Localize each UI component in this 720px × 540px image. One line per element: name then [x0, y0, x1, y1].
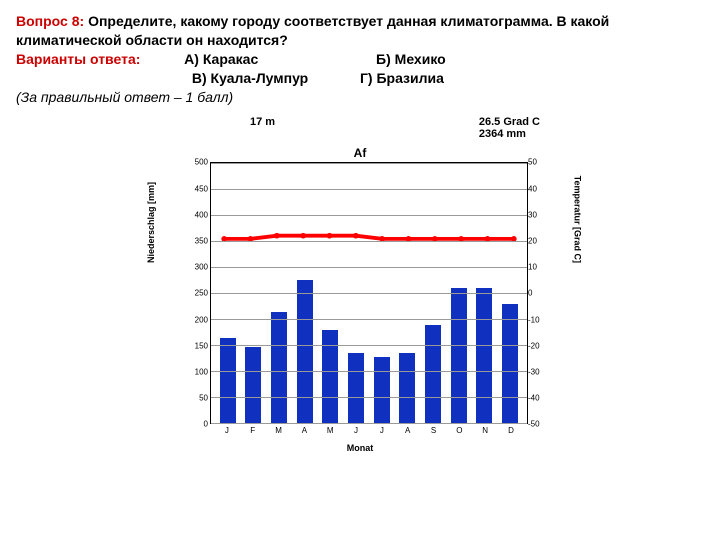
- question-block: Вопрос 8: Определите, какому городу соот…: [16, 12, 704, 106]
- plot-area: [210, 162, 528, 424]
- x-label: Monat: [150, 443, 570, 453]
- variants-label: Варианты ответа:: [16, 51, 140, 67]
- bar: [502, 304, 518, 424]
- bar: [425, 325, 441, 424]
- bar: [399, 353, 415, 423]
- y-left-ticks: 050100150200250300350400450500: [168, 162, 208, 424]
- avg-temp: 26.5 Grad C: [479, 116, 540, 128]
- bar: [322, 330, 338, 424]
- option-a: А) Каракас: [184, 51, 258, 67]
- climograph: 17 m 26.5 Grad C 2364 mm Af Niederschlag…: [150, 116, 570, 453]
- bar: [220, 338, 236, 424]
- elevation: 17 m: [250, 116, 275, 140]
- y-left-label: Niederschlag [mm]: [146, 182, 156, 263]
- y-right-ticks: -50-40-30-20-1001020304050: [528, 162, 568, 424]
- bar: [245, 347, 261, 424]
- x-ticks: JFMAMJJASOND: [210, 426, 528, 435]
- option-b: Б) Мехико: [376, 51, 446, 67]
- option-v: В) Куала-Лумпур: [192, 70, 308, 86]
- bar: [374, 357, 390, 424]
- y-right-label: Temperatur [Grad C]: [572, 176, 582, 263]
- bar: [297, 280, 313, 423]
- score-note: (За правильный ответ – 1 балл): [16, 89, 233, 105]
- option-g: Г) Бразилиа: [360, 70, 444, 86]
- bar: [476, 288, 492, 423]
- bar: [451, 288, 467, 423]
- question-label: Вопрос 8:: [16, 13, 88, 29]
- chart-title: Af: [150, 146, 570, 160]
- bar: [348, 353, 364, 423]
- annual-precip: 2364 mm: [479, 128, 540, 140]
- question-text: Определите, какому городу соответствует …: [16, 13, 609, 48]
- bar: [271, 312, 287, 424]
